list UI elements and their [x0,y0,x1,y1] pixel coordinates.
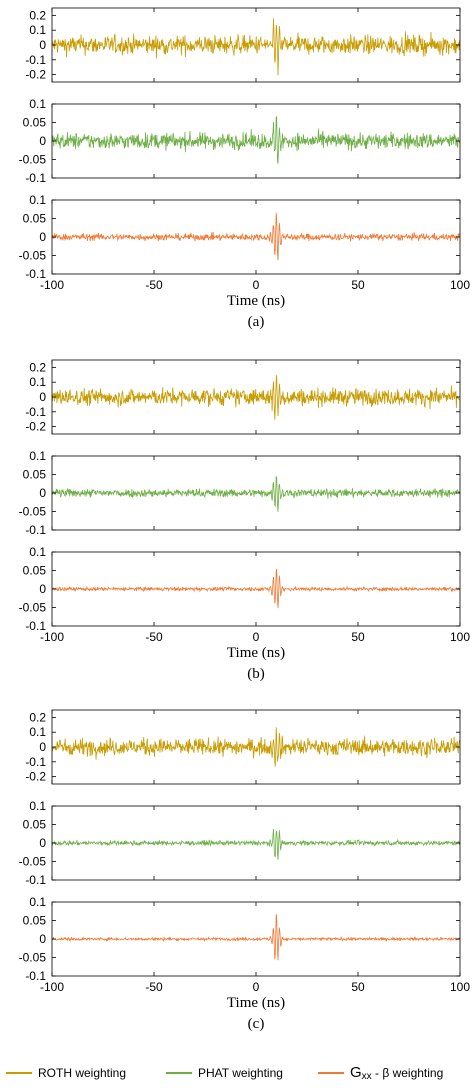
series-line-roth [51,375,461,420]
legend-label: Gxx - β weighting [350,1064,443,1082]
legend-label: PHAT weighting [198,1066,283,1080]
panel-roth: 0.20.10-0.1-0.2 [25,7,461,83]
x-tick-label: 0 [253,630,260,644]
series-line-phat [51,476,461,512]
y-tick-label: 0 [39,740,46,754]
y-tick-label: 0.05 [23,914,47,928]
legend-label: ROTH weighting [38,1066,126,1080]
y-tick-label: 0 [39,486,46,500]
y-tick-label: 0.1 [29,545,46,559]
panel-gxx: 0.1 0.05 0 -0.05 -0.1 [19,545,461,633]
legend-item-gxx: Gxx - β weighting [318,1064,443,1082]
y-tick-label: 0.1 [29,375,46,389]
x-tick-label: 0 [253,980,260,994]
y-tick-label: -0.05 [19,249,47,263]
panel-phat: 0.1 0.05 0 -0.05 -0.1 [19,449,461,537]
series-line-phat [51,828,461,860]
x-tick-label: 50 [351,278,365,292]
x-tick-label: -100 [40,630,64,644]
y-tick-label: 0 [39,932,46,946]
x-tick-label: 100 [450,980,470,994]
y-tick-label: -0.05 [19,505,47,519]
figure-caption: (c) [248,1016,265,1032]
x-axis-label: Time (ns) [227,293,285,309]
chart-group-a: 0.20.10-0.1-0.20.10.050-0.05-0.10.10.050… [19,7,470,330]
x-axis-label: Time (ns) [227,645,285,661]
y-tick-label: -0.2 [25,770,46,784]
y-tick-label: -0.1 [25,619,46,633]
y-tick-label: 0.2 [29,360,46,374]
y-tick-label: -0.1 [25,405,46,419]
x-tick-label: 0 [253,278,260,292]
y-tick-label: -0.1 [25,53,46,67]
y-tick-label: 0.05 [23,116,47,130]
x-tick-label: -50 [145,980,163,994]
y-tick-label: 0.05 [23,468,47,482]
y-tick-label: -0.05 [19,601,47,615]
x-tick-label: 100 [450,630,470,644]
panel-gxx: 0.1 0.05 0 -0.05 -0.1 [19,895,461,983]
y-tick-label: 0 [39,582,46,596]
legend-label-rest: - β weighting [372,1066,444,1080]
x-tick-label: 50 [351,980,365,994]
chart-group-b: 0.20.10-0.1-0.20.10.050-0.05-0.10.10.050… [19,359,470,682]
legend-item-roth: ROTH weighting [6,1066,126,1080]
y-tick-label: 0.05 [23,818,47,832]
y-tick-label: 0 [39,230,46,244]
y-tick-label: 0.1 [29,23,46,37]
x-tick-label: -50 [145,278,163,292]
y-tick-label: 0 [39,390,46,404]
y-tick-label: 0.1 [29,97,46,111]
y-tick-label: 0.1 [29,799,46,813]
y-tick-label: -0.2 [25,68,46,82]
y-tick-label: 0.1 [29,725,46,739]
figure-caption: (a) [248,314,265,330]
panel-roth: 0.20.10-0.1-0.2 [25,359,461,435]
y-tick-label: 0.2 [29,710,46,724]
series-line-gxx [51,212,461,261]
legend: ROTH weighting PHAT weighting Gxx - β weig… [6,1064,443,1082]
series-line-gxx [51,914,461,961]
y-tick-label: 0.05 [23,212,47,226]
y-tick-label: -0.05 [19,855,47,869]
x-tick-label: -50 [145,630,163,644]
x-tick-label: -100 [40,980,64,994]
panel-phat: 0.1 0.05 0 -0.05 -0.1 [19,799,461,887]
y-tick-label: 0 [39,134,46,148]
y-tick-label: -0.05 [19,951,47,965]
x-axis-label: Time (ns) [227,995,285,1011]
x-tick-label: -100 [40,278,64,292]
y-tick-label: 0 [39,38,46,52]
y-tick-label: -0.1 [25,755,46,769]
panel-roth: 0.20.10-0.1-0.2 [25,709,461,785]
x-tick-label: 50 [351,630,365,644]
series-line-roth [51,18,461,76]
y-tick-label: 0.2 [29,8,46,22]
legend-label-main: G [350,1064,362,1081]
panel-phat: 0.1 0.05 0 -0.05 -0.1 [19,97,461,185]
y-tick-label: -0.1 [25,873,46,887]
y-tick-label: 0.1 [29,193,46,207]
y-tick-label: -0.1 [25,523,46,537]
y-tick-label: -0.1 [25,267,46,281]
y-tick-label: -0.2 [25,420,46,434]
y-tick-label: 0.1 [29,895,46,909]
y-tick-label: -0.05 [19,153,47,167]
y-tick-label: 0.1 [29,449,46,463]
y-tick-label: -0.1 [25,171,46,185]
series-line-gxx [51,568,461,609]
y-tick-label: 0 [39,836,46,850]
panel-gxx: 0.1 0.05 0 -0.05 -0.1 [19,193,461,281]
legend-label-sub: xx [362,1071,372,1082]
legend-item-phat: PHAT weighting [166,1066,283,1080]
x-tick-label: 100 [450,278,470,292]
y-tick-label: -0.1 [25,969,46,983]
chart-group-c: 0.20.10-0.1-0.20.10.050-0.05-0.10.10.050… [19,709,470,1032]
figure-caption: (b) [247,666,265,682]
y-tick-label: 0.05 [23,564,47,578]
series-line-phat [51,116,461,164]
series-line-roth [51,727,461,767]
